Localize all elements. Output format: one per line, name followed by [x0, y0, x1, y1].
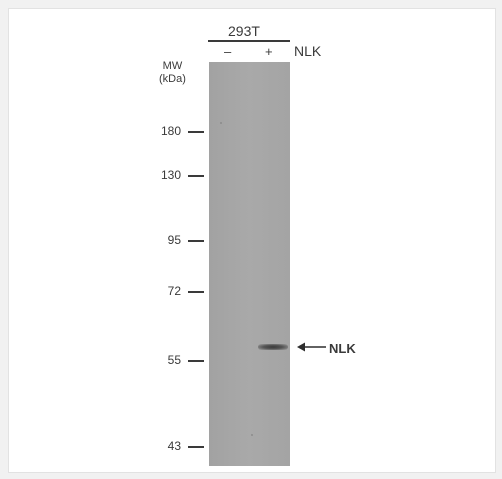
mw-marker-130: 130: [160, 168, 204, 182]
mw-header: MW (kDa): [159, 60, 186, 85]
left-arrow-icon: [297, 342, 326, 352]
mw-marker-label: 180: [160, 124, 181, 138]
mw-marker-label: 55: [167, 353, 181, 367]
mw-marker-tick: [188, 446, 204, 448]
mw-marker-label: 72: [167, 284, 181, 298]
mw-marker-tick: [188, 131, 204, 133]
western-blot: [209, 62, 290, 466]
lane-1-label: –: [224, 44, 232, 59]
mw-marker-label: 95: [167, 233, 181, 247]
blot-speck: [220, 122, 222, 124]
mw-marker-tick: [188, 291, 204, 293]
mw-marker-tick: [188, 240, 204, 242]
protein-band: [258, 344, 288, 350]
mw-marker-95: 95: [164, 233, 204, 247]
mw-marker-43: 43: [164, 439, 204, 453]
cell-line-label: 293T: [228, 23, 260, 39]
mw-marker-55: 55: [164, 353, 204, 367]
lane-2-label: +: [265, 44, 273, 59]
target-label: NLK: [294, 43, 322, 59]
blot-speck: [251, 434, 253, 436]
mw-marker-tick: [188, 175, 204, 177]
mw-marker-label: 130: [160, 168, 181, 182]
mw-marker-72: 72: [164, 284, 204, 298]
mw-marker-tick: [188, 360, 204, 362]
mw-marker-label: 43: [167, 439, 181, 453]
cell-line-bar: [208, 40, 290, 42]
mw-marker-180: 180: [160, 124, 204, 138]
band-label: NLK: [329, 341, 356, 356]
